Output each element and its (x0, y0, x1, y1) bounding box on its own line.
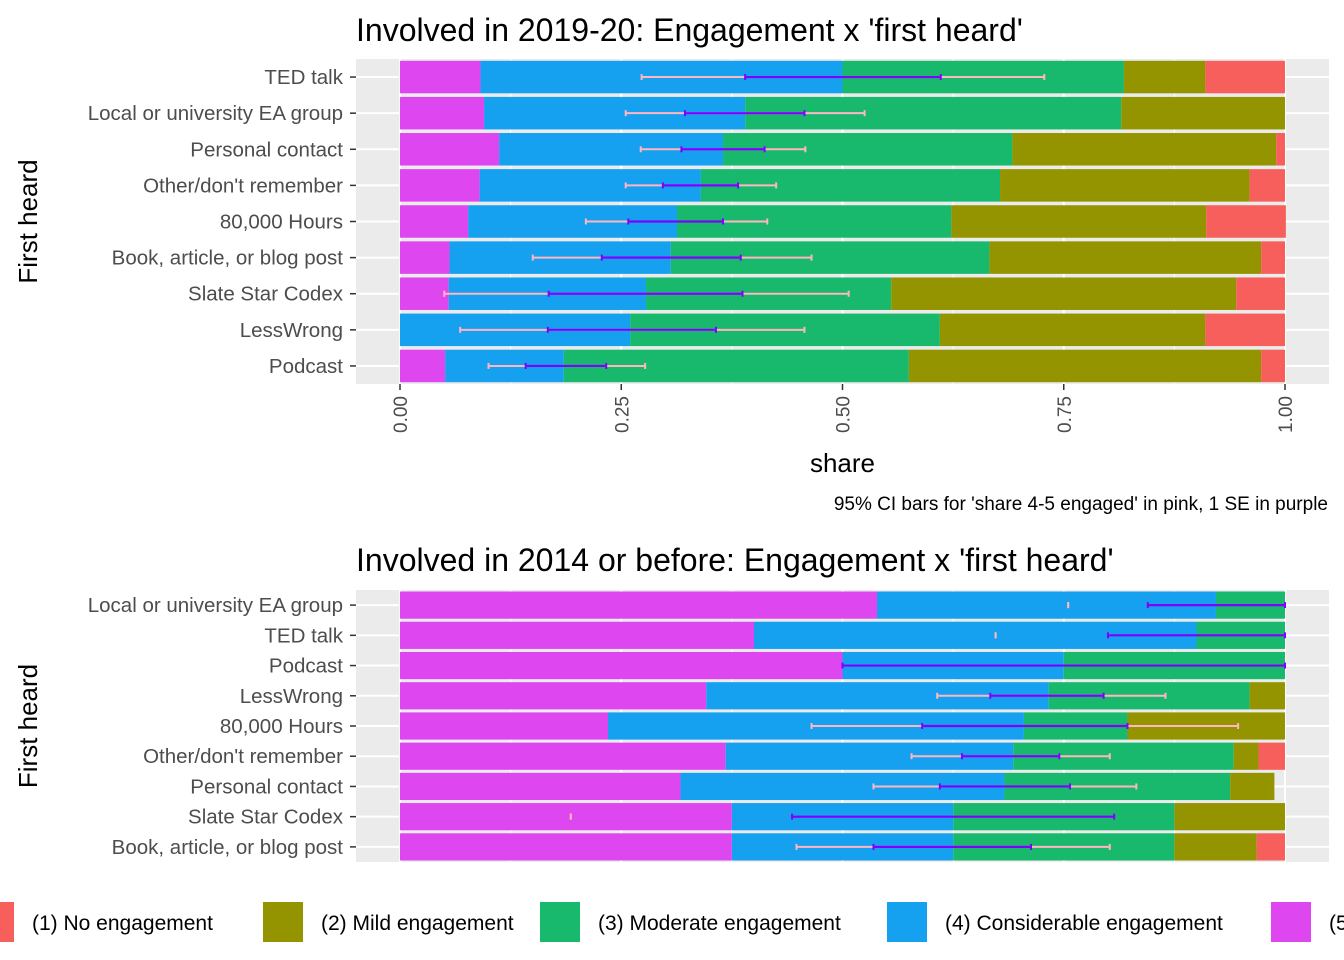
category-label: Podcast (269, 655, 343, 678)
category-label: Slate Star Codex (188, 283, 344, 306)
y-axis-title: First heard (13, 159, 43, 283)
bar-segment (400, 712, 608, 740)
category-label: Book, article, or blog post (112, 247, 344, 270)
legend-label: (2) Mild engagement (321, 912, 514, 935)
x-axis-title: share (810, 448, 875, 478)
bar-segment (951, 205, 1207, 238)
bar-segment (400, 803, 732, 831)
bar-segment (400, 833, 732, 861)
bar-segment (400, 349, 446, 383)
bar-segment (891, 277, 1237, 310)
x-tick-label: 0.50 (834, 396, 855, 433)
bar-segment (400, 621, 754, 649)
bar-segment (1012, 133, 1277, 166)
category-label: Personal contact (190, 138, 343, 161)
bar-segment (1230, 772, 1275, 801)
bar-segment (1249, 169, 1285, 202)
bar-segment (1205, 60, 1285, 94)
category-label: Slate Star Codex (188, 806, 344, 829)
bar-segment (1249, 682, 1285, 710)
category-label: Podcast (269, 355, 343, 378)
legend-label: (4) Considerable engagement (945, 912, 1223, 935)
bar-segment (1256, 833, 1285, 861)
bar-segment (400, 241, 450, 274)
legend-swatch (540, 902, 580, 942)
bar-segment (400, 96, 485, 130)
bar-segment (1276, 133, 1285, 166)
category-label: LessWrong (240, 685, 343, 708)
bar-segment (989, 241, 1262, 274)
bar-segment (400, 169, 480, 202)
legend-swatch (263, 902, 303, 942)
bar-segment (908, 349, 1262, 383)
category-label: Personal contact (190, 775, 343, 798)
category-label: 80,000 Hours (220, 211, 343, 234)
bar-segment (400, 682, 707, 710)
category-label: Other/don't remember (143, 745, 343, 768)
x-tick-label: 0.75 (1055, 396, 1076, 433)
category-label: Local or university EA group (88, 594, 343, 617)
bar-segment (400, 133, 500, 166)
x-tick-label: 0.00 (391, 396, 412, 433)
bar-segment (1123, 60, 1206, 94)
legend-label: (3) Moderate engagement (598, 912, 841, 935)
bar-segment (400, 60, 481, 94)
bar-segment (1000, 169, 1250, 202)
x-tick-label: 1.00 (1276, 396, 1297, 433)
bar-segment (1233, 742, 1259, 770)
chart-caption: 95% CI bars for 'share 4-5 engaged' in p… (834, 494, 1328, 515)
chart-title: Involved in 2019-20: Engagement x 'first… (356, 12, 1023, 48)
category-label: LessWrong (240, 319, 343, 342)
legend-swatch (1271, 902, 1311, 942)
bar-segment (1206, 205, 1286, 238)
category-label: 80,000 Hours (220, 715, 343, 738)
bar-segment (400, 205, 469, 238)
legend-swatch (887, 902, 927, 942)
legend-label: (1) No engagement (32, 912, 213, 935)
legend-swatch (0, 902, 14, 942)
bar-segment (1121, 96, 1285, 130)
bar-segment (1174, 833, 1257, 861)
category-label: TED talk (264, 624, 343, 647)
x-tick-label: 0.25 (612, 396, 633, 433)
bar-segment (400, 651, 843, 680)
bar-segment (1205, 313, 1285, 347)
bar-segment (400, 742, 726, 770)
category-label: Local or university EA group (88, 102, 343, 125)
bar-segment (400, 772, 681, 801)
category-label: Other/don't remember (143, 174, 343, 197)
bar-segment (1258, 742, 1285, 770)
bar-segment (1261, 349, 1285, 383)
legend-label: (5 (1329, 912, 1344, 935)
bar-segment (939, 313, 1206, 347)
chart-title: Involved in 2014 or before: Engagement x… (356, 542, 1114, 578)
bar-segment (1174, 803, 1285, 831)
bar-segment (1261, 241, 1285, 274)
bar-segment (400, 277, 449, 310)
category-label: TED talk (264, 66, 343, 89)
y-axis-title: First heard (13, 664, 43, 788)
bar-segment (1236, 277, 1285, 310)
category-label: Book, article, or blog post (112, 836, 344, 859)
bar-segment (400, 591, 878, 619)
